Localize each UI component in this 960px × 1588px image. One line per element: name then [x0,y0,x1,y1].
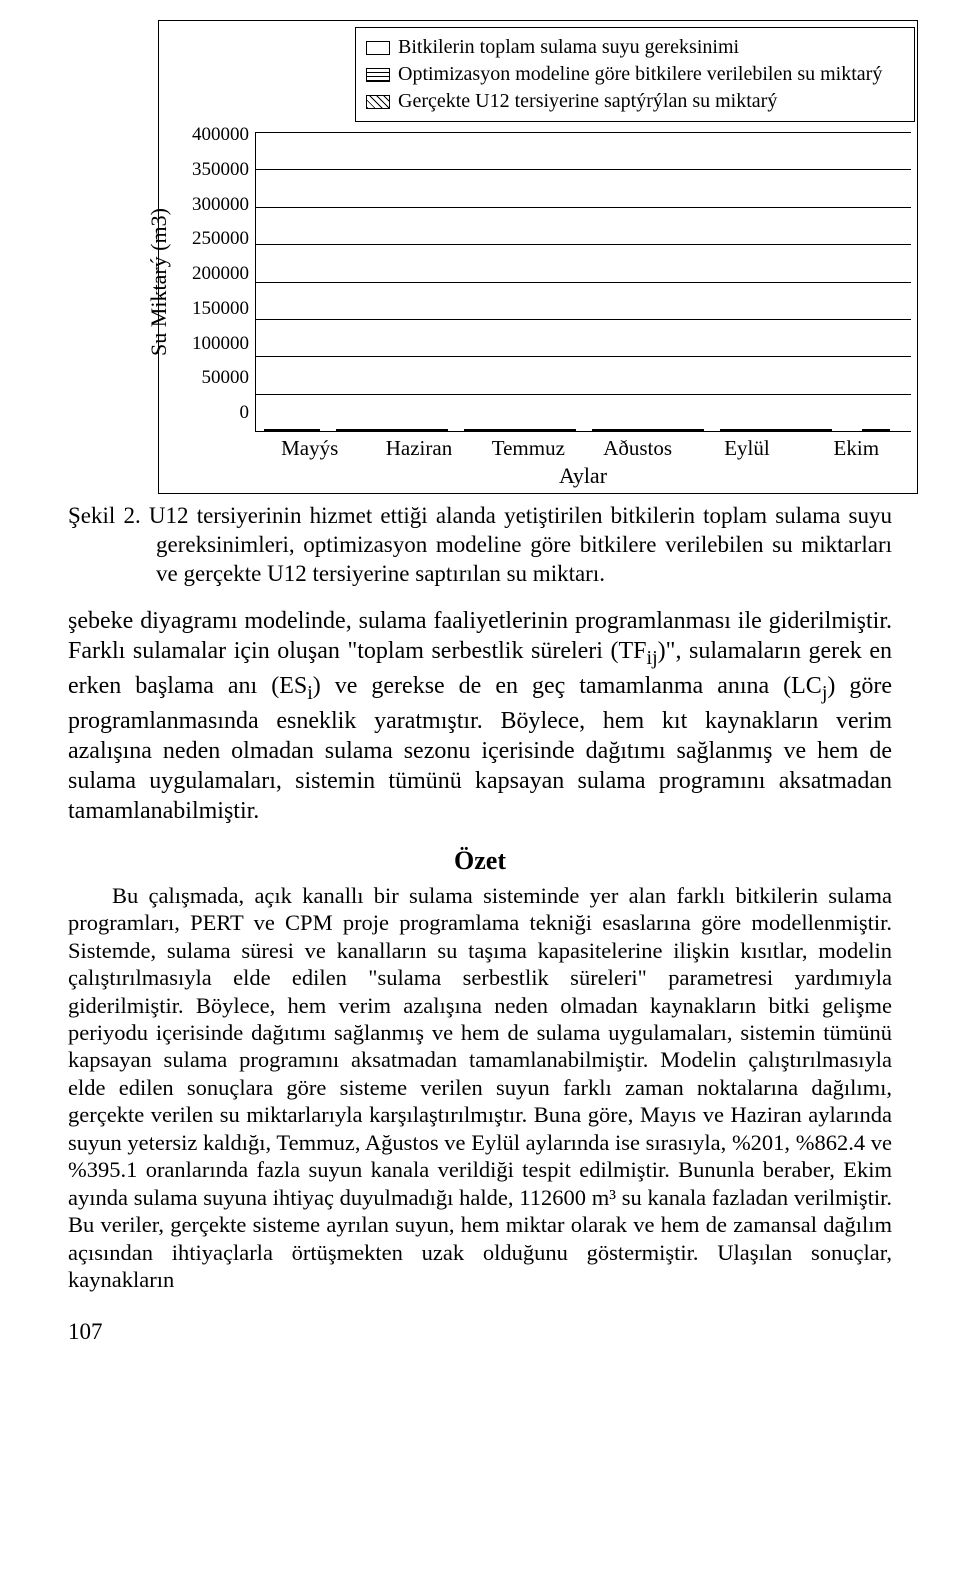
y-tick: 200000 [192,263,249,285]
bar [592,429,620,431]
month-column [328,132,456,431]
y-tick: 0 [240,402,250,424]
legend-label: Gerçekte U12 tersiyerine saptýrýlan su m… [398,88,777,115]
bar [676,429,704,431]
bar [520,429,548,431]
x-tick: Haziran [364,436,473,461]
bar [862,429,890,431]
month-column [456,132,584,431]
caption-rest: U12 tersiyerinin hizmet ettiği alanda ye… [149,503,892,586]
bar [336,429,364,431]
caption-lead: Şekil 2. [68,503,149,528]
ozet-body: Bu çalışmada, açık kanallı bir sulama si… [68,882,892,1294]
bar [264,429,292,431]
x-tick: Eylül [692,436,801,461]
bar [804,429,832,431]
chart-legend: Bitkilerin toplam sulama suyu gereksinim… [355,27,915,122]
legend-swatch [366,68,390,82]
bar [492,429,520,431]
bar [548,429,576,431]
bar [648,429,676,431]
x-tick: Ekim [802,436,911,461]
y-tick: 250000 [192,228,249,250]
x-axis-ticks: MayýsHaziranTemmuzAðustosEylülEkim [255,432,911,461]
bar [776,429,804,431]
legend-item: Gerçekte U12 tersiyerine saptýrýlan su m… [366,88,904,115]
y-tick: 100000 [192,333,249,355]
plot [255,132,911,432]
legend-swatch [366,41,390,55]
y-axis-ticks: 400000 350000 300000 250000 200000 150000 1000… [165,124,255,424]
bar [392,429,420,431]
month-column [712,132,840,431]
y-tick: 350000 [192,159,249,181]
bar [292,429,320,431]
month-column [256,132,328,431]
chart-plot-area: Su Miktarý (m3) 400000350000300000250000… [165,132,911,432]
x-tick: Mayýs [255,436,364,461]
y-tick: 150000 [192,298,249,320]
x-axis-label: Aylar [255,461,911,489]
water-chart: Bitkilerin toplam sulama suyu gereksinim… [158,20,918,494]
bar [748,429,776,431]
legend-label: Bitkilerin toplam sulama suyu gereksinim… [398,34,739,61]
x-tick: Temmuz [474,436,583,461]
legend-item: Bitkilerin toplam sulama suyu gereksinim… [366,34,904,61]
body-paragraph: şebeke diyagramı modelinde, sulama faali… [68,606,892,826]
page-number: 107 [68,1319,892,1345]
y-tick: 300000 [192,194,249,216]
y-tick: 400000 [192,124,249,146]
bar [364,429,392,431]
ozet-heading: Özet [68,846,892,876]
month-column [584,132,712,431]
bar [720,429,748,431]
x-tick: Aðustos [583,436,692,461]
legend-label: Optimizasyon modeline göre bitkilere ver… [398,61,882,88]
bar [620,429,648,431]
legend-item: Optimizasyon modeline göre bitkilere ver… [366,61,904,88]
figure-caption: Şekil 2. U12 tersiyerinin hizmet ettiği … [68,502,892,588]
legend-swatch [366,95,390,109]
bar [420,429,448,431]
bar [464,429,492,431]
y-tick: 50000 [202,367,250,389]
month-column [840,132,911,431]
